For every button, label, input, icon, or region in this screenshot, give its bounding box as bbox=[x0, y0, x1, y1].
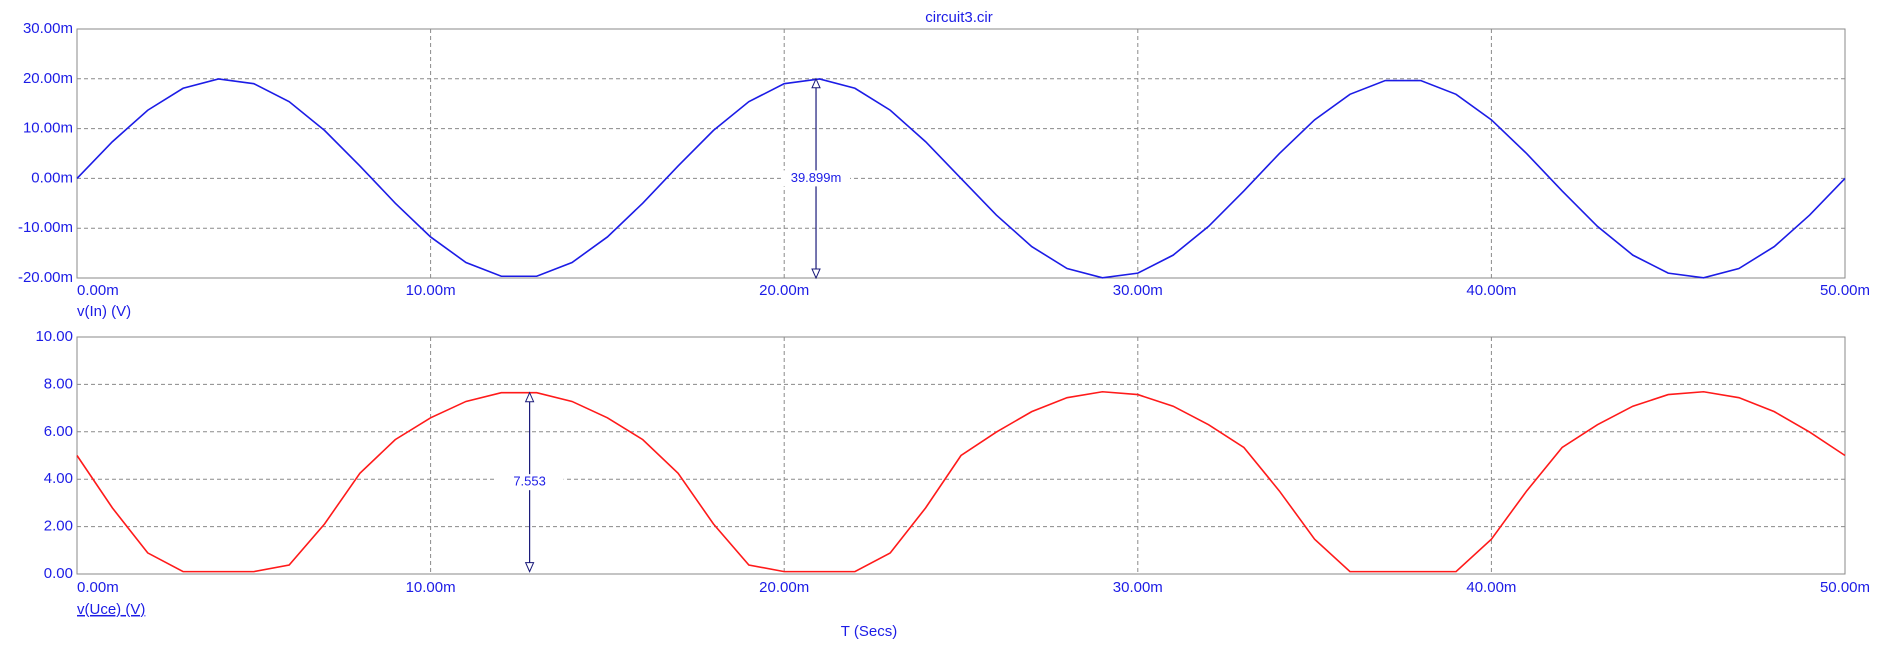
measure-arrow bbox=[524, 562, 535, 573]
y-tick-label: 0.00m bbox=[31, 169, 73, 186]
x-tick-label: 50.00m bbox=[1820, 579, 1870, 596]
measure-arrow bbox=[811, 77, 821, 89]
x-tick-label: 30.00m bbox=[1113, 579, 1163, 596]
x-tick-label: 40.00m bbox=[1466, 579, 1516, 596]
y-tick-label: 8.00 bbox=[44, 375, 73, 392]
x-tick-label: 10.00m bbox=[406, 282, 456, 299]
x-tick-label: 20.00m bbox=[759, 282, 809, 299]
y-tick-label: -10.00m bbox=[18, 219, 73, 236]
x-tick-label: 0.00m bbox=[77, 579, 119, 596]
series-label: v(Uce) (V) bbox=[77, 601, 145, 618]
x-axis-label: T (Secs) bbox=[841, 623, 897, 640]
y-tick-label: 10.00 bbox=[35, 328, 73, 345]
x-tick-label: 40.00m bbox=[1466, 282, 1516, 299]
chart-title: circuit3.cir bbox=[925, 9, 993, 26]
y-tick-label: 6.00 bbox=[44, 423, 73, 440]
measure-label-bg bbox=[495, 474, 564, 491]
measure-label: 7.553 bbox=[513, 474, 546, 489]
x-tick-label: 50.00m bbox=[1820, 282, 1870, 299]
plot-frame bbox=[76, 28, 1846, 279]
series-line bbox=[76, 78, 1846, 279]
measure-arrow bbox=[524, 391, 535, 403]
x-tick-label: 10.00m bbox=[406, 579, 456, 596]
y-tick-label: 4.00 bbox=[44, 470, 73, 487]
y-tick-label: 10.00m bbox=[23, 120, 73, 137]
measure-label: 39.899m bbox=[791, 170, 842, 185]
series-label: v(In) (V) bbox=[77, 303, 131, 320]
x-tick-label: 20.00m bbox=[759, 579, 809, 596]
measure-arrow bbox=[811, 268, 821, 280]
y-tick-label: -20.00m bbox=[18, 269, 73, 286]
x-tick-label: 30.00m bbox=[1113, 282, 1163, 299]
y-tick-label: 20.00m bbox=[23, 70, 73, 87]
x-tick-label: 0.00m bbox=[77, 282, 119, 299]
y-tick-label: 2.00 bbox=[44, 518, 73, 535]
y-tick-label: 0.00 bbox=[44, 565, 73, 582]
series-line bbox=[76, 390, 1846, 573]
measure-label-bg bbox=[782, 170, 851, 187]
y-tick-label: 30.00m bbox=[23, 20, 73, 37]
